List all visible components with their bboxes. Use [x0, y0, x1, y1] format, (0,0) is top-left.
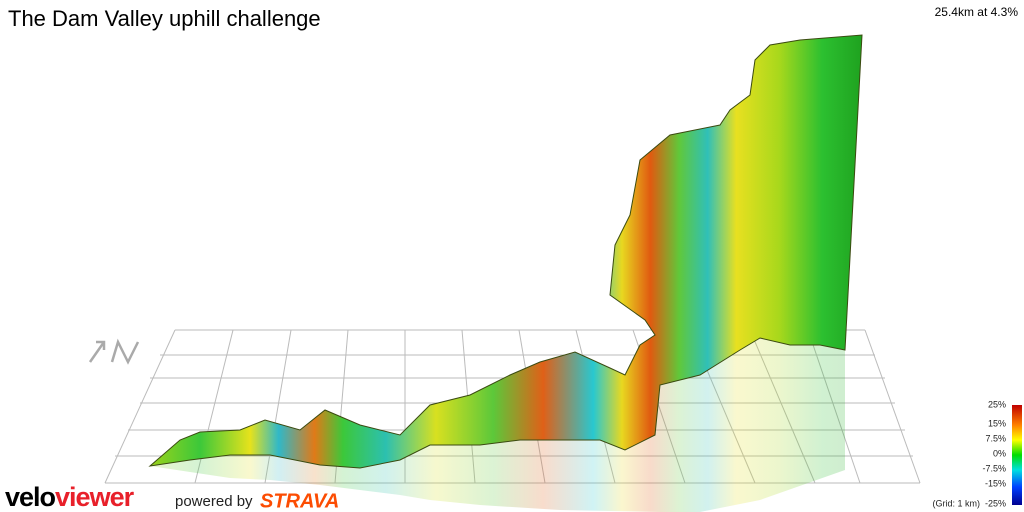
summary: 25.4km at 4.3% [935, 5, 1019, 19]
grid-note: (Grid: 1 km) [932, 498, 980, 508]
logo-viewer: viewer [55, 482, 135, 512]
logo: veloviewer [5, 482, 135, 512]
legend-label: -7.5% [982, 463, 1006, 473]
legend-label: 15% [988, 418, 1006, 428]
route-reflection [150, 338, 845, 512]
legend-label: -15% [985, 478, 1006, 488]
strava-logo: STRAVA [260, 490, 339, 512]
legend-label: 25% [988, 399, 1006, 409]
legend-scale [1012, 405, 1022, 505]
title: The Dam Valley uphill challenge [8, 6, 321, 31]
gradient-legend: 25% 15% 7.5% 0% -7.5% -15% -25% (Grid: 1… [932, 399, 1022, 508]
legend-label: -25% [985, 498, 1006, 508]
route-profile [148, 34, 863, 469]
logo-velo: velo [5, 482, 56, 512]
powered-by: powered by [175, 493, 253, 510]
legend-label: 0% [993, 448, 1006, 458]
legend-label: 7.5% [985, 433, 1006, 443]
north-arrow [88, 338, 140, 365]
